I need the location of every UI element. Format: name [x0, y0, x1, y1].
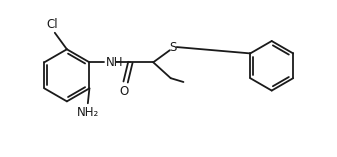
Text: S: S: [169, 41, 177, 54]
Text: Cl: Cl: [47, 18, 58, 31]
Text: NH: NH: [106, 56, 123, 69]
Text: O: O: [120, 85, 129, 98]
Text: NH₂: NH₂: [77, 106, 99, 119]
